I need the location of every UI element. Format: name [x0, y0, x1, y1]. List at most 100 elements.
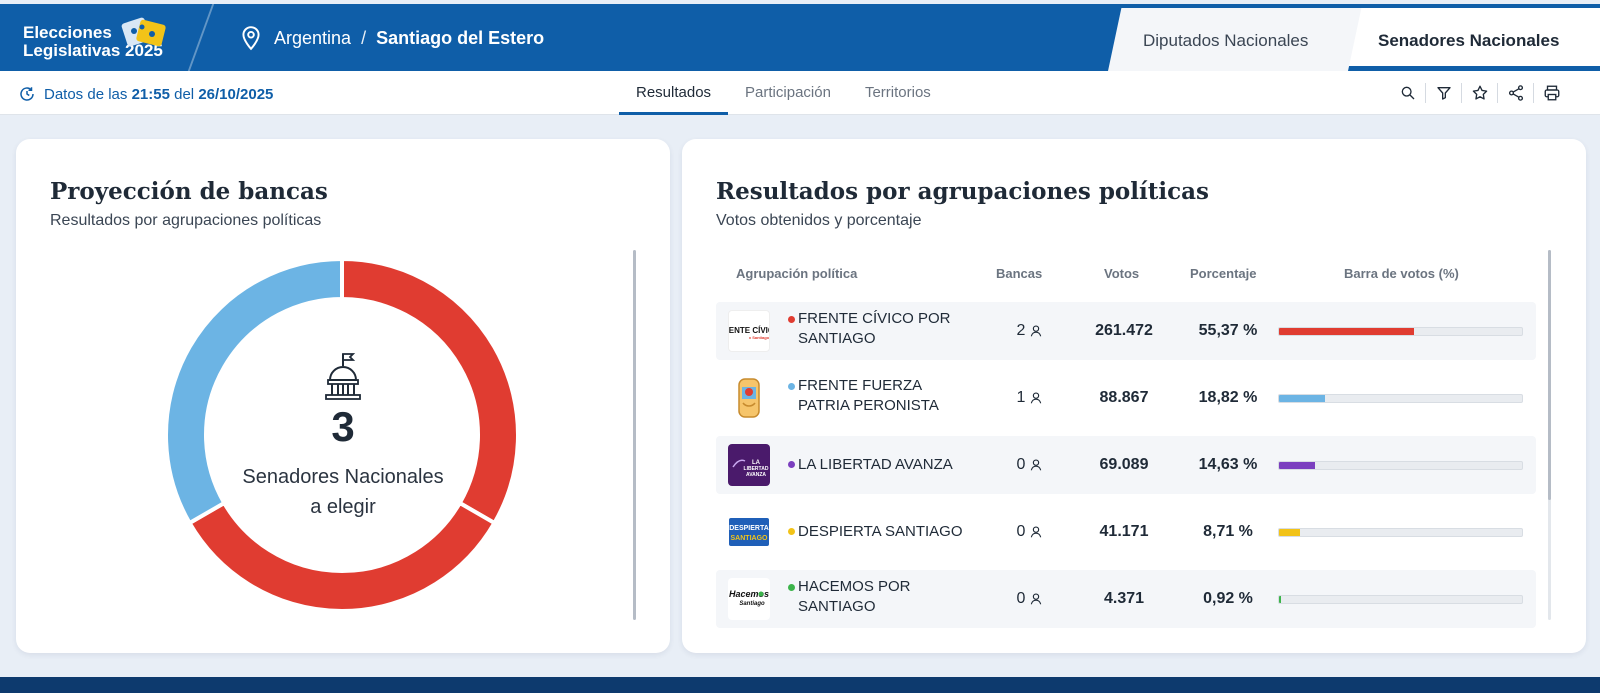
top-header: Elecciones Legislativas 2025 Argentina /…: [0, 4, 1600, 71]
frente-civico-logo-icon: FRENTE CÍVICO x Santiago: [729, 326, 769, 340]
results-card: Resultados por agrupaciones políticas Vo…: [682, 139, 1586, 653]
party-color-dot: [788, 383, 795, 390]
person-icon: [1031, 593, 1042, 605]
seats-label-line2: a elegir: [310, 496, 376, 518]
tab-senadores-label[interactable]: Senadores Nacionales: [1378, 31, 1560, 50]
vote-bar-fill: [1279, 328, 1414, 335]
hacemos-santiago-logo-icon: Hacemos Santiago: [729, 589, 769, 607]
table-row[interactable]: Hacemos Santiago HACEMOS POR SANTIAGO 0 …: [716, 570, 1536, 628]
update-date: 26/10/2025: [198, 85, 274, 103]
refresh-clock-icon: [20, 87, 34, 101]
filter-button[interactable]: [1426, 83, 1462, 103]
share-button[interactable]: [1498, 83, 1534, 103]
results-subtitle: Votos obtenidos y porcentaje: [716, 212, 922, 229]
vote-bar: [1278, 528, 1523, 537]
party-logo: [728, 377, 770, 419]
search-icon: [1401, 86, 1414, 100]
tab-territorios[interactable]: Territorios: [864, 84, 931, 101]
svg-text:SANTIAGO: SANTIAGO: [731, 535, 769, 542]
col-header-barra: Barra de votos (%): [1344, 266, 1459, 281]
party-votes: 41.171: [1099, 523, 1149, 540]
tab-diputados-label[interactable]: Diputados Nacionales: [1143, 31, 1309, 50]
scrollbar[interactable]: [633, 250, 636, 620]
party-votes: 88.867: [1099, 389, 1149, 406]
vote-bar-fill: [1279, 462, 1315, 469]
vote-bar: [1278, 461, 1523, 470]
party-name-line2: SANTIAGO: [798, 330, 876, 347]
table-row[interactable]: FRENTE CÍVICO x Santiago FRENTE CÍVICO P…: [716, 302, 1536, 360]
col-header-votos: Votos: [1104, 266, 1140, 281]
table-row[interactable]: FRENTE FUERZA PATRIA PERONISTA 1 88.867 …: [716, 369, 1536, 427]
brand-logo[interactable]: Elecciones Legislativas 2025: [23, 24, 163, 60]
party-name: HACEMOS POR SANTIAGO: [798, 577, 978, 617]
party-votes: 261.472: [1095, 322, 1153, 339]
sub-navigation: Datos de las 21:55 del 26/10/2025 Result…: [0, 71, 1600, 115]
svg-text:FRENTE CÍVICO: FRENTE CÍVICO: [729, 326, 769, 335]
favorite-button[interactable]: [1462, 83, 1498, 103]
seat-segment[interactable]: [164, 256, 344, 526]
seat-donut-chart: [164, 256, 520, 613]
share-icon: [1508, 85, 1523, 101]
party-votes: 69.089: [1099, 456, 1149, 473]
party-seats: 2: [1001, 322, 1059, 340]
projection-title: Proyección de bancas: [50, 178, 328, 205]
scrollbar-thumb[interactable]: [1548, 250, 1551, 500]
breadcrumb-country[interactable]: Argentina: [274, 27, 352, 48]
party-name-line1: DESPIERTA SANTIAGO: [798, 523, 963, 540]
person-icon: [1031, 325, 1042, 337]
star-icon: [1472, 85, 1487, 100]
update-time: 21:55: [131, 85, 170, 103]
footer-band: [0, 677, 1600, 693]
header-divider: [187, 4, 215, 71]
party-logo: DESPIERTA SANTIAGO: [728, 511, 770, 553]
print-button[interactable]: [1534, 83, 1570, 103]
seat-projection-card: Proyección de bancas Resultados por agru…: [16, 139, 670, 653]
col-header-bancas: Bancas: [996, 266, 1043, 281]
party-name-line1: FRENTE FUERZA: [798, 377, 923, 394]
print-icon: [1544, 85, 1560, 101]
svg-text:x Santiago: x Santiago: [749, 335, 769, 340]
party-seats: 0: [1001, 456, 1059, 474]
brand-title-line2: Legislativas 2025: [23, 41, 163, 60]
party-seats-value: 0: [1016, 456, 1026, 473]
table-row[interactable]: LA LIBERTAD AVANZA LA LIBERTAD AVANZA 0 …: [716, 436, 1536, 494]
person-icon: [1031, 526, 1042, 538]
projection-subtitle: Resultados por agrupaciones políticas: [50, 212, 322, 229]
party-logo: Hacemos Santiago: [728, 578, 770, 620]
party-name: FRENTE CÍVICO POR SANTIAGO: [798, 309, 978, 349]
party-seats-value: 1: [1016, 389, 1026, 406]
svg-text:LA: LA: [752, 460, 761, 466]
party-name: DESPIERTA SANTIAGO: [798, 522, 978, 542]
breadcrumb-province[interactable]: Santiago del Estero: [376, 27, 545, 48]
congress-building-icon: [325, 353, 361, 400]
brand-title-line1: Elecciones: [23, 23, 112, 42]
update-mid: del: [174, 85, 195, 103]
party-percentage: 18,82 %: [1198, 389, 1258, 406]
toolbar: [1390, 83, 1570, 103]
tab-participacion[interactable]: Participación: [745, 84, 831, 101]
vote-bar-fill: [1279, 596, 1282, 603]
party-name: LA LIBERTAD AVANZA: [798, 455, 978, 475]
table-row[interactable]: DESPIERTA SANTIAGO DESPIERTA SANTIAGO 0 …: [716, 503, 1536, 561]
party-seats: 1: [1001, 389, 1059, 407]
filter-icon: [1436, 87, 1451, 100]
svg-text:LIBERTAD: LIBERTAD: [744, 466, 769, 472]
party-seats-value: 0: [1016, 523, 1026, 540]
search-button[interactable]: [1390, 83, 1426, 103]
party-logo: FRENTE CÍVICO x Santiago: [728, 310, 770, 352]
svg-text:AVANZA: AVANZA: [746, 472, 766, 478]
svg-text:Hacemos: Hacemos: [729, 589, 769, 599]
party-color-dot: [788, 316, 795, 323]
tab-resultados[interactable]: Resultados: [619, 71, 729, 115]
party-color-dot: [788, 461, 795, 468]
breadcrumb: Argentina / Santiago del Estero: [238, 25, 544, 51]
svg-text:DESPIERTA: DESPIERTA: [729, 525, 769, 532]
peronist-shield-icon: [738, 378, 760, 418]
seats-label: Senadores Nacionales a elegir: [225, 462, 461, 522]
party-name-line1: FRENTE CÍVICO POR: [798, 310, 951, 327]
party-votes: 4.371: [1103, 590, 1145, 607]
party-logo: LA LIBERTAD AVANZA: [728, 444, 770, 486]
party-seats-value: 0: [1016, 590, 1026, 607]
party-name-line2: PATRIA PERONISTA: [798, 397, 939, 414]
last-update: Datos de las 21:55 del 26/10/2025: [18, 85, 273, 103]
